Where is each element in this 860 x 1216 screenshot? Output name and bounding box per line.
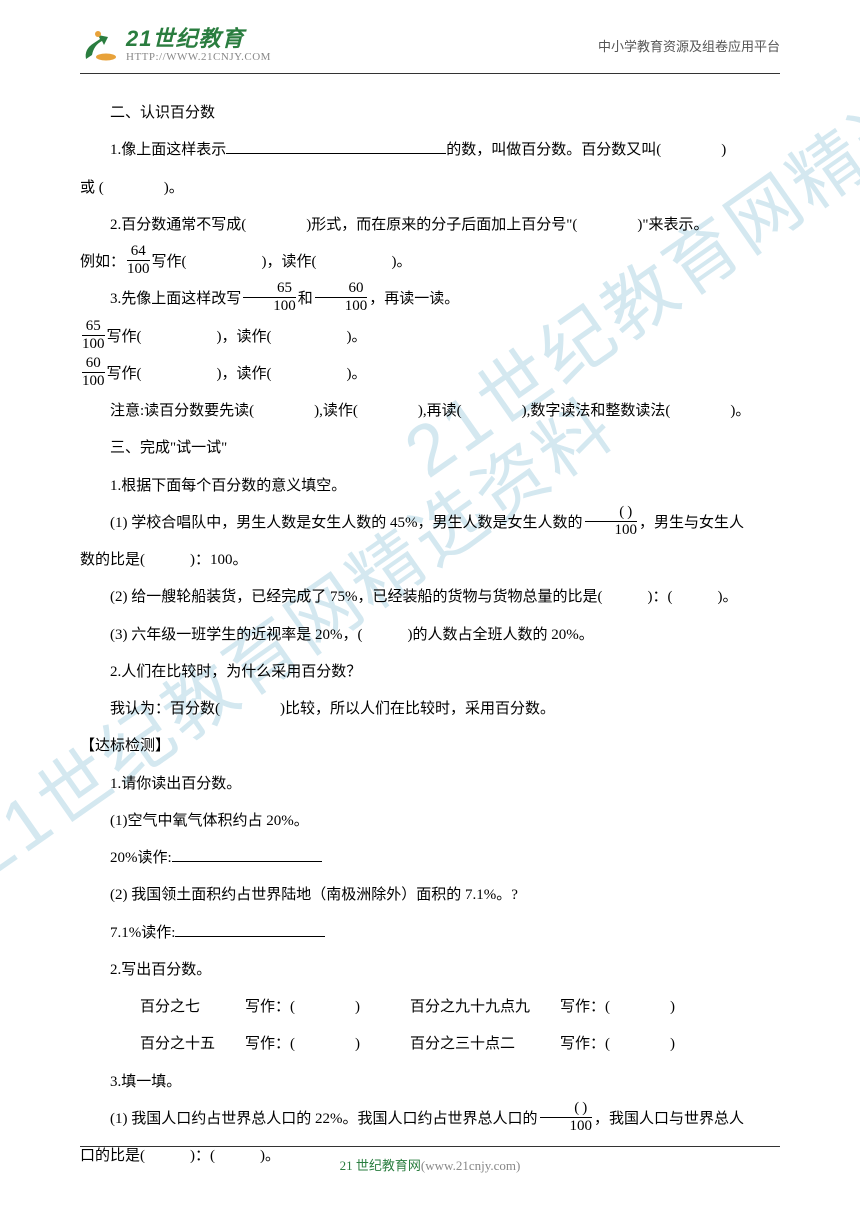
text: ，男生与女生人 <box>639 515 744 531</box>
s4-q3-1-line1: (1) 我国人口约占世界总人口的 22%。我国人口约占世界总人口的( )100，… <box>80 1102 780 1137</box>
s4-q3: 3.填一填。 <box>80 1065 780 1100</box>
denominator: 100 <box>82 336 105 352</box>
text: 的数，叫做百分数。百分数又叫( ) <box>446 142 726 158</box>
section-3-title: 三、完成"试一试" <box>80 431 780 466</box>
logo-text-group: 21世纪教育 HTTP://WWW.21CNJY.COM <box>126 28 271 63</box>
section-4-title: 【达标检测】 <box>80 729 780 764</box>
numerator: 65 <box>82 319 105 336</box>
header-right-text: 中小学教育资源及组卷应用平台 <box>598 36 780 55</box>
s4-q1-1-answer: 20%读作: <box>80 841 780 876</box>
page-header: 21世纪教育 HTTP://WWW.21CNJY.COM 中小学教育资源及组卷应… <box>0 0 860 73</box>
s3-q1-1-line1: (1) 学校合唱队中，男生人数是女生人数的 45%，男生人数是女生人数的( )1… <box>80 506 780 541</box>
blank-underline <box>175 922 325 937</box>
text: 3.先像上面这样改写 <box>110 291 241 307</box>
s2-q3-line3: 60100写作( )，读作( )。 <box>80 357 780 392</box>
text: 百分之十五 写作：( ) <box>110 1027 410 1062</box>
text: 7.1%读作: <box>110 925 175 941</box>
denominator: 100 <box>127 261 150 277</box>
denominator: 100 <box>82 373 105 389</box>
header-divider <box>80 73 780 74</box>
s4-q2: 2.写出百分数。 <box>80 953 780 988</box>
text: ，再读一读。 <box>369 291 459 307</box>
text: 百分之三十点二 写作：( ) <box>410 1036 675 1052</box>
denominator: 100 <box>315 298 368 314</box>
logo: 21世纪教育 HTTP://WWW.21CNJY.COM <box>80 28 271 63</box>
text: 写作( )，读作( )。 <box>152 254 412 270</box>
s4-q1-1: (1)空气中氧气体积约占 20%。 <box>80 804 780 839</box>
blank-underline <box>226 139 446 154</box>
numerator: 64 <box>127 244 150 261</box>
text: 1.像上面这样表示 <box>110 142 226 158</box>
logo-icon <box>80 29 120 63</box>
numerator: ( ) <box>540 1101 593 1118</box>
logo-domain-text: HTTP://WWW.21CNJY.COM <box>126 52 271 63</box>
fraction-64-100: 64100 <box>127 244 150 277</box>
fraction-60-100b: 60100 <box>82 356 105 389</box>
fraction-65-100b: 65100 <box>82 319 105 352</box>
page-content: 二、认识百分数 1.像上面这样表示 的数，叫做百分数。百分数又叫( ) 或 ( )… <box>0 78 860 1174</box>
s3-q2: 2.人们在比较时，为什么采用百分数？ <box>80 655 780 690</box>
s2-note: 注意:读百分数要先读( ),读作( ),再读( ),数字读法和整数读法( )。 <box>80 394 780 429</box>
s3-q1-1-line2: 数的比是( )：100。 <box>80 543 780 578</box>
text: ，我国人口与世界总人 <box>594 1111 744 1127</box>
text: 写作( )，读作( )。 <box>107 366 367 382</box>
text: 例如： <box>80 254 125 270</box>
s4-q1-2-answer: 7.1%读作: <box>80 916 780 951</box>
s2-q1-line2: 或 ( )。 <box>80 171 780 206</box>
denominator: 100 <box>243 298 296 314</box>
logo-cn-text: 21世纪教育 <box>126 28 271 50</box>
text: 和 <box>298 291 313 307</box>
text: 写作( )，读作( )。 <box>107 329 367 345</box>
fraction-blank-100b: ( )100 <box>540 1101 593 1134</box>
text: 20%读作: <box>110 850 172 866</box>
numerator: 60 <box>82 356 105 373</box>
s3-q1-instruction: 1.根据下面每个百分数的意义填空。 <box>80 469 780 504</box>
fraction-blank-100a: ( )100 <box>585 505 638 538</box>
s4-q2-row2: 百分之十五 写作：( )百分之三十点二 写作：( ) <box>80 1027 780 1062</box>
text: (1) 我国人口约占世界总人口的 22%。我国人口约占世界总人口的 <box>110 1111 538 1127</box>
s3-q1-3: (3) 六年级一班学生的近视率是 20%，( )的人数占全班人数的 20%。 <box>80 618 780 653</box>
s4-q2-row1: 百分之七 写作：( )百分之九十九点九 写作：( ) <box>80 990 780 1025</box>
text: 百分之九十九点九 写作：( ) <box>410 999 675 1015</box>
numerator: 60 <box>315 281 368 298</box>
s4-q1: 1.请你读出百分数。 <box>80 767 780 802</box>
text: (1) 学校合唱队中，男生人数是女生人数的 45%，男生人数是女生人数的 <box>110 515 583 531</box>
s3-q2-answer: 我认为：百分数( )比较，所以人们在比较时，采用百分数。 <box>80 692 780 727</box>
fraction-65-100: 65100 <box>243 281 296 314</box>
blank-underline <box>172 847 322 862</box>
denominator: 100 <box>540 1118 593 1134</box>
text: 百分之七 写作：( ) <box>110 990 410 1025</box>
footer-gray-text: (www.21cnjy.com) <box>421 1158 520 1173</box>
s4-q1-2: (2) 我国领土面积约占世界陆地（南极洲除外）面积的 7.1%。? <box>80 878 780 913</box>
s2-q2-line1: 2.百分数通常不写成( )形式，而在原来的分子后面加上百分号"( )"来表示。 <box>80 208 780 243</box>
section-2-title: 二、认识百分数 <box>80 96 780 131</box>
numerator: 65 <box>243 281 296 298</box>
page-footer: 21 世纪教育网(www.21cnjy.com) <box>80 1146 780 1174</box>
numerator: ( ) <box>585 505 638 522</box>
s2-q2-line2: 例如：64100写作( )，读作( )。 <box>80 245 780 280</box>
footer-green-text: 21 世纪教育网 <box>340 1158 421 1173</box>
s3-q1-2: (2) 给一艘轮船装货，已经完成了 75%，已经装船的货物与货物总量的比是( )… <box>80 580 780 615</box>
fraction-60-100: 60100 <box>315 281 368 314</box>
s2-q3-line1: 3.先像上面这样改写65100和60100，再读一读。 <box>80 282 780 317</box>
denominator: 100 <box>585 522 638 538</box>
s2-q1-line1: 1.像上面这样表示 的数，叫做百分数。百分数又叫( ) <box>80 133 780 168</box>
s2-q3-line2: 65100写作( )，读作( )。 <box>80 320 780 355</box>
